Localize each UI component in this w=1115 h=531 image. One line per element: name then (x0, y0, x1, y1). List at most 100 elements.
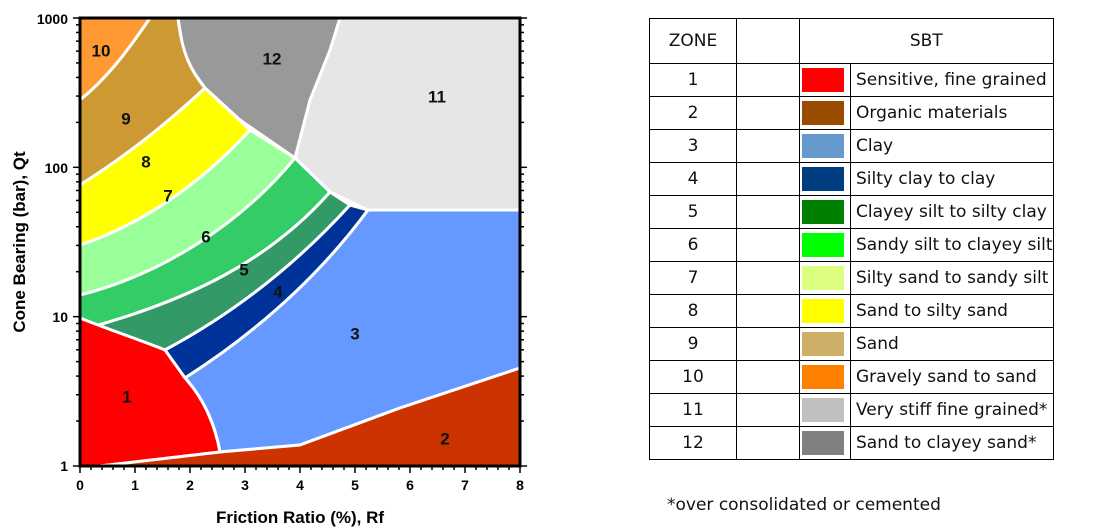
legend-color-swatch (799, 327, 851, 361)
legend-zone-number: 1 (649, 63, 737, 97)
legend-zone-number: 2 (649, 96, 737, 130)
x-axis-title: Friction Ratio (%), Rf (216, 508, 384, 527)
legend-sbt-description: Clayey silt to silty clay (850, 195, 1054, 229)
legend-swatch-fill (802, 200, 844, 224)
x-tick-label: 4 (296, 477, 304, 493)
legend-sbt-description: Sand to clayey sand* (850, 426, 1054, 460)
legend-zone-number: 4 (649, 162, 737, 196)
legend-sbt-description: Very stiff fine grained* (850, 393, 1054, 427)
legend-color-swatch (799, 129, 851, 163)
legend-zone-number: 7 (649, 261, 737, 295)
legend-color-swatch (799, 261, 851, 295)
legend-sbt-description: Silty sand to sandy silt (850, 261, 1054, 295)
legend-sbt-description: Sand (850, 327, 1054, 361)
zone-label-12: 12 (263, 49, 282, 68)
y-tick-label: 1000 (37, 11, 68, 27)
legend-color-swatch (799, 96, 851, 130)
legend-zone-number: 11 (649, 393, 737, 427)
legend-color-swatch (799, 162, 851, 196)
legend-empty-cell (736, 327, 800, 361)
x-tick-label: 2 (186, 477, 194, 493)
legend-row: 10 Gravely sand to sand (649, 360, 1054, 394)
legend-header-sbt: SBT (799, 18, 1054, 64)
legend-swatch-fill (802, 233, 844, 257)
y-tick-label: 1 (60, 458, 68, 474)
legend-swatch-fill (802, 101, 844, 125)
legend-color-swatch (799, 426, 851, 460)
legend-empty-cell (736, 129, 800, 163)
zone-label-4: 4 (273, 282, 283, 301)
legend-swatch-fill (802, 365, 844, 389)
zone-label-5: 5 (239, 260, 248, 279)
legend-swatch-fill (802, 398, 844, 422)
legend-zone-number: 6 (649, 228, 737, 262)
legend-zone-number: 12 (649, 426, 737, 460)
zone-label-8: 8 (141, 152, 150, 171)
legend-empty-cell (736, 162, 800, 196)
legend-sbt-description: Gravely sand to sand (850, 360, 1054, 394)
legend-row: 8 Sand to silty sand (649, 294, 1054, 328)
legend-zone-number: 5 (649, 195, 737, 229)
legend-swatch-fill (802, 332, 844, 356)
x-tick-label: 0 (76, 477, 84, 493)
legend-color-swatch (799, 360, 851, 394)
legend-empty-cell (736, 261, 800, 295)
legend-empty-cell (736, 228, 800, 262)
legend-row: 12 Sand to clayey sand* (649, 426, 1054, 460)
legend-empty-cell (736, 426, 800, 460)
legend-sbt-description: Organic materials (850, 96, 1054, 130)
x-tick-label: 5 (351, 477, 359, 493)
legend-row: 1 Sensitive, fine grained (649, 63, 1054, 97)
legend-empty-cell (736, 63, 800, 97)
legend-zone-number: 8 (649, 294, 737, 328)
legend-row: 7 Silty sand to sandy silt (649, 261, 1054, 295)
legend-swatch-fill (802, 299, 844, 323)
zone-label-3: 3 (350, 324, 359, 343)
legend-zone-number: 10 (649, 360, 737, 394)
legend-empty-cell (736, 393, 800, 427)
legend-swatch-fill (802, 167, 844, 191)
legend-empty-cell (736, 195, 800, 229)
zone-1-region (78, 316, 222, 468)
zone-label-6: 6 (201, 227, 210, 246)
legend-footnote: *over consolidated or cemented (667, 495, 941, 515)
legend-swatch-fill (802, 266, 844, 290)
legend-swatch-fill (802, 431, 844, 455)
x-tick-label: 1 (131, 477, 139, 493)
legend-color-swatch (799, 393, 851, 427)
zone-label-7: 7 (163, 186, 172, 205)
x-tick-label: 6 (406, 477, 414, 493)
legend-header-zone: ZONE (649, 18, 737, 64)
legend-zone-number: 9 (649, 327, 737, 361)
legend-sbt-description: Sensitive, fine grained (850, 63, 1054, 97)
legend-header-row: ZONE SBT (649, 18, 1054, 64)
legend-color-swatch (799, 294, 851, 328)
legend-swatch-fill (802, 68, 844, 92)
x-tick-label: 8 (516, 477, 524, 493)
legend-empty-cell (736, 360, 800, 394)
zone-label-11: 11 (428, 87, 446, 106)
legend-color-swatch (799, 195, 851, 229)
zone-label-2: 2 (440, 429, 449, 448)
zone-label-9: 9 (121, 109, 130, 128)
legend-sbt-description: Sandy silt to clayey silt (850, 228, 1054, 262)
zone-label-1: 1 (122, 387, 131, 406)
sbt-legend-table: ZONE SBT 1 Sensitive, fine grained 2 Organi… (649, 18, 1054, 460)
legend-sbt-description: Sand to silty sand (850, 294, 1054, 328)
legend-row: 4 Silty clay to clay (649, 162, 1054, 196)
legend-row: 2 Organic materials (649, 96, 1054, 130)
legend-header-gap (736, 18, 800, 64)
legend-empty-cell (736, 294, 800, 328)
legend-zone-number: 3 (649, 129, 737, 163)
legend-row: 9 Sand (649, 327, 1054, 361)
legend-row: 6 Sandy silt to clayey silt (649, 228, 1054, 262)
legend-row: 11 Very stiff fine grained* (649, 393, 1054, 427)
legend-row: 5 Clayey silt to silty clay (649, 195, 1054, 229)
legend-sbt-description: Clay (850, 129, 1054, 163)
y-axis-title: Cone Bearing (bar), Qt (10, 151, 29, 333)
zone-label-10: 10 (92, 41, 111, 60)
legend-empty-cell (736, 96, 800, 130)
sbt-chart: 1 2 3 4 5 6 7 8 9 10 11 12 0 1 2 3 4 5 6… (10, 11, 527, 527)
x-tick-label: 3 (241, 477, 249, 493)
legend-row: 3 Clay (649, 129, 1054, 163)
